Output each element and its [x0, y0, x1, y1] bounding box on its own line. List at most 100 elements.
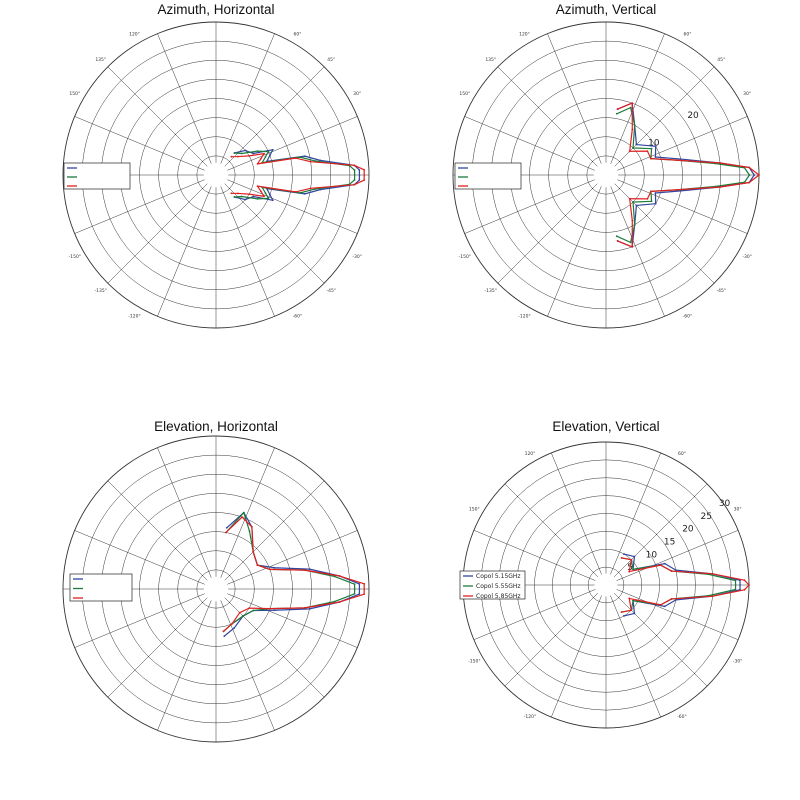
- series-point: [241, 516, 244, 519]
- series-point: [353, 583, 356, 586]
- series-point: [719, 186, 722, 188]
- series-point: [231, 622, 234, 625]
- angle-tick-label: -150°: [468, 659, 480, 665]
- series-point: [256, 198, 259, 200]
- legend-box: [69, 573, 133, 602]
- series-point: [650, 200, 653, 203]
- series-point: [264, 192, 267, 194]
- series-point: [353, 588, 356, 590]
- series-point: [631, 245, 634, 248]
- series-point: [635, 204, 638, 207]
- series-point: [353, 592, 356, 595]
- series-point: [654, 192, 657, 194]
- series-point: [711, 595, 714, 598]
- series-point: [615, 235, 618, 238]
- series-point: [242, 511, 245, 514]
- grid-spoke: [551, 452, 602, 575]
- series-traces: [615, 102, 760, 248]
- radial-tick-label: 25: [701, 512, 712, 522]
- angle-tick-label: 60°: [294, 31, 302, 37]
- series-point: [743, 588, 746, 591]
- grid-spoke: [74, 116, 205, 171]
- series-point: [244, 149, 247, 152]
- angle-tick-label: 135°: [485, 57, 496, 63]
- series-point: [308, 607, 311, 610]
- series-point: [633, 555, 636, 558]
- angle-tick-label: 60°: [684, 31, 692, 37]
- series-point: [629, 241, 632, 244]
- series-point: [663, 562, 666, 565]
- series-point: [650, 157, 652, 160]
- series-line: [223, 516, 365, 632]
- angle-tick-label: 45°: [327, 57, 335, 63]
- series-point: [734, 588, 737, 591]
- series-point: [303, 569, 306, 572]
- grid-spoke: [220, 33, 275, 164]
- radial-tick-label: 15: [664, 538, 675, 548]
- angle-tick-label: 30°: [353, 91, 361, 97]
- series-point: [338, 575, 341, 577]
- series-point: [303, 155, 306, 158]
- series-point: [748, 584, 750, 586]
- grid-spoke: [227, 593, 358, 648]
- series-point: [233, 196, 236, 198]
- grid-spoke: [464, 116, 595, 171]
- series-point: [240, 195, 243, 198]
- panel-title: Azimuth, Vertical: [556, 2, 657, 17]
- angle-tick-label: -45°: [716, 288, 726, 294]
- grid-spoke: [157, 33, 212, 164]
- radial-tick-label: 10: [648, 139, 660, 149]
- series-point: [616, 240, 619, 242]
- elevation-vertical-panel: Elevation, Vertical 60° 30° -30° -60° -120° -…: [459, 419, 750, 729]
- series-point: [743, 579, 746, 582]
- series-point: [263, 152, 265, 155]
- polar-grid: [62, 21, 370, 329]
- series-point: [363, 174, 366, 176]
- radial-tick-label: 20: [687, 111, 699, 121]
- legend: [63, 162, 131, 190]
- grid-spoke: [497, 66, 598, 167]
- series-point: [242, 615, 244, 617]
- series-point: [646, 198, 649, 200]
- angle-tick-label: -150°: [69, 254, 81, 260]
- grid-spoke: [613, 483, 708, 578]
- series-point: [630, 609, 633, 612]
- grid-spoke: [157, 186, 212, 317]
- series-point: [256, 150, 259, 152]
- series-point: [358, 593, 361, 595]
- series-point: [303, 606, 306, 609]
- angle-tick-label: -45°: [326, 288, 336, 294]
- series-point: [632, 147, 634, 149]
- angle-tick-label: -120°: [518, 314, 530, 320]
- series-point: [248, 607, 251, 610]
- series-point: [654, 202, 657, 205]
- series-point: [353, 183, 356, 186]
- series-point: [333, 600, 336, 603]
- series-point: [233, 152, 236, 154]
- series-point: [252, 609, 255, 612]
- grid-spoke: [473, 530, 596, 581]
- series-point: [679, 158, 682, 160]
- grid-spoke: [74, 593, 205, 648]
- series-point: [248, 193, 251, 196]
- grid-spoke: [107, 480, 208, 581]
- series-traces: [230, 148, 366, 202]
- series-point: [319, 159, 322, 162]
- panel-title: Azimuth, Horizontal: [157, 2, 274, 17]
- grid-spoke: [614, 66, 715, 167]
- series-point: [659, 603, 662, 606]
- series-point: [233, 627, 236, 629]
- series-point: [267, 197, 270, 200]
- series-point: [659, 564, 662, 567]
- series-point: [250, 525, 253, 528]
- grid-spoke: [616, 589, 739, 640]
- elevation-horizontal-panel: Elevation, Horizontal: [62, 419, 370, 743]
- series-point: [758, 174, 760, 176]
- series-point: [631, 102, 634, 105]
- series-point: [269, 607, 271, 610]
- series-point: [256, 162, 259, 165]
- panel-title: Elevation, Horizontal: [154, 419, 278, 434]
- grid-spoke: [224, 480, 325, 581]
- legend: [454, 162, 522, 190]
- grid-spoke: [74, 179, 205, 234]
